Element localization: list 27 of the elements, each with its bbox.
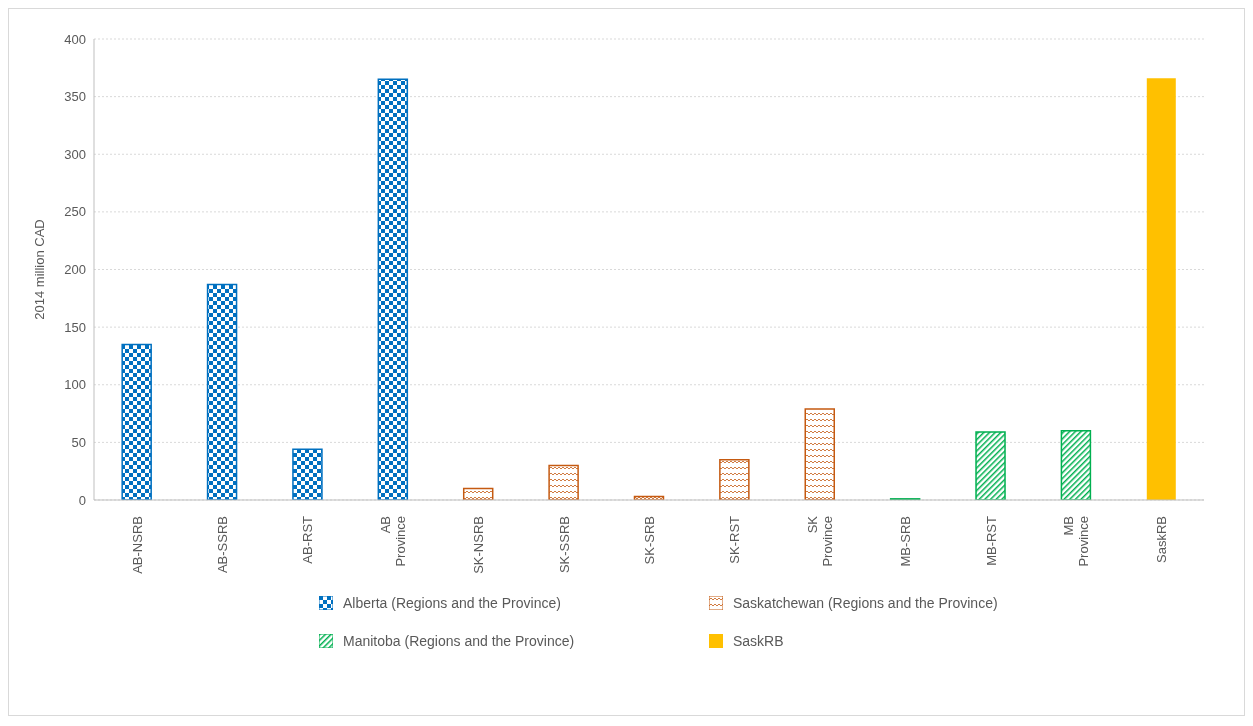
x-tick-label: SaskRB (1153, 516, 1169, 563)
x-tick-label: SK-SSRB (556, 516, 572, 574)
x-tick-label: SK Province (804, 515, 835, 567)
legend-label: Saskatchewan (Regions and the Province) (733, 595, 998, 611)
x-tick-label: AB-RST (299, 515, 315, 564)
y-tick-label: 50 (71, 434, 86, 450)
x-tick-label: SK-RST (726, 515, 742, 564)
y-tick-label: 150 (64, 319, 86, 335)
y-tick-label: 100 (64, 377, 86, 393)
y-tick-label: 300 (64, 146, 86, 162)
legend-label: SaskRB (733, 633, 784, 649)
x-tick-label: SK-NSRB (470, 516, 486, 574)
y-tick-label: 250 (64, 204, 86, 220)
legend-label: Manitoba (Regions and the Province) (343, 633, 575, 649)
x-tick-label: AB-SSRB (214, 516, 230, 574)
y-tick-label: 200 (64, 262, 86, 278)
y-tick-label: 400 (64, 31, 86, 47)
x-tick-label: MB-SRB (897, 516, 913, 567)
legend-label: Alberta (Regions and the Province) (343, 595, 561, 611)
x-tick-label: SK-SRB (641, 516, 657, 565)
y-tick-label: 350 (64, 89, 86, 105)
x-tick-label: MB Province (1060, 516, 1091, 567)
y-tick-label: 0 (78, 492, 86, 508)
x-tick-label: AB-NSRB (129, 516, 145, 574)
x-tick-label: MB-RST (983, 515, 999, 566)
y-axis-title: 2014 million CAD (31, 219, 47, 320)
x-tick-label: AB Province (377, 516, 408, 567)
